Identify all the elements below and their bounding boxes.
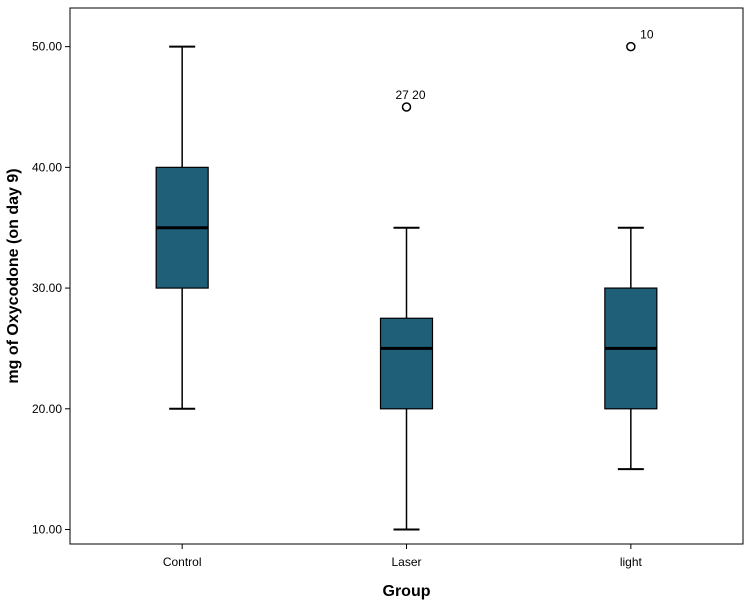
outlier-label: 27 20	[395, 88, 425, 102]
y-tick-label: 40.00	[32, 160, 62, 174]
x-tick-label: light	[620, 555, 643, 569]
x-axis-title: Group	[383, 583, 431, 600]
iqr-box	[379, 317, 434, 410]
y-tick-label: 50.00	[32, 40, 62, 54]
outlier-point	[401, 102, 412, 112]
x-tick-label: Laser	[391, 555, 421, 569]
x-tick-label: Control	[163, 555, 202, 569]
y-axis-title: mg of Oxycodone (on day 9)	[5, 168, 22, 383]
y-tick-label: 10.00	[32, 523, 62, 537]
box-laser: 27 20	[379, 88, 434, 531]
y-tick-label: 20.00	[32, 402, 62, 416]
x-axis: Control Laser light	[163, 544, 643, 569]
y-axis: 10.00 20.00 30.00 40.00 50.00	[32, 40, 70, 537]
boxes-layer: 27 20 10	[155, 28, 658, 531]
y-tick-label: 30.00	[32, 281, 62, 295]
outlier-label: 10	[640, 28, 654, 42]
box-light: 10	[604, 28, 658, 471]
outlier-point	[626, 41, 636, 52]
box-control	[155, 45, 209, 410]
